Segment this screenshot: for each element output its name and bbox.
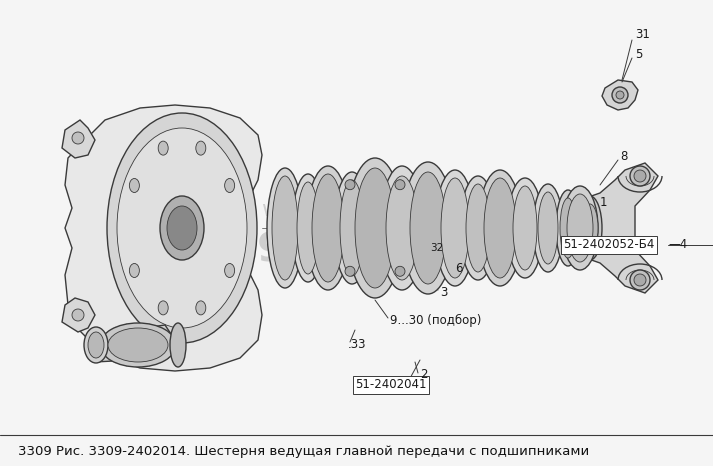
Text: 1: 1 — [600, 196, 607, 208]
Ellipse shape — [435, 170, 475, 286]
Circle shape — [72, 309, 84, 321]
Circle shape — [395, 266, 405, 276]
Ellipse shape — [196, 301, 206, 315]
Ellipse shape — [292, 174, 324, 282]
Ellipse shape — [225, 178, 235, 192]
Text: 32: 32 — [430, 243, 443, 253]
Text: .33: .33 — [348, 338, 366, 351]
Ellipse shape — [460, 176, 496, 280]
Ellipse shape — [108, 328, 168, 362]
Ellipse shape — [129, 263, 139, 277]
Ellipse shape — [347, 158, 403, 298]
Ellipse shape — [441, 178, 469, 278]
Circle shape — [345, 266, 355, 276]
Ellipse shape — [484, 178, 516, 278]
Ellipse shape — [88, 332, 104, 358]
Circle shape — [630, 166, 650, 186]
Text: 31: 31 — [635, 28, 650, 41]
Ellipse shape — [117, 128, 247, 328]
Ellipse shape — [334, 172, 370, 284]
Text: 51-2402052-Б4: 51-2402052-Б4 — [563, 239, 655, 252]
Text: 9...30 (подбор): 9...30 (подбор) — [390, 314, 481, 327]
Ellipse shape — [225, 263, 235, 277]
Ellipse shape — [560, 198, 576, 258]
Circle shape — [612, 87, 628, 103]
Ellipse shape — [410, 172, 446, 284]
Ellipse shape — [297, 182, 319, 274]
Ellipse shape — [158, 141, 168, 155]
Circle shape — [634, 170, 646, 182]
Circle shape — [345, 180, 355, 190]
Circle shape — [616, 91, 624, 99]
Text: +7 9128 78 320: +7 9128 78 320 — [184, 231, 528, 269]
Ellipse shape — [466, 184, 490, 272]
Text: 2: 2 — [420, 369, 428, 382]
Circle shape — [72, 132, 84, 144]
Text: www.avtoauto.ru: www.avtoauto.ru — [262, 200, 451, 220]
Polygon shape — [572, 163, 658, 293]
Text: 3309 Рис. 3309-2402014. Шестерня ведущая главной передачи с подшипниками: 3309 Рис. 3309-2402014. Шестерня ведущая… — [18, 445, 589, 459]
Ellipse shape — [582, 204, 598, 252]
Polygon shape — [62, 298, 95, 332]
Ellipse shape — [355, 168, 395, 288]
Polygon shape — [65, 105, 262, 371]
Ellipse shape — [107, 113, 257, 343]
Ellipse shape — [578, 196, 602, 260]
Text: 6: 6 — [455, 261, 463, 274]
Ellipse shape — [129, 178, 139, 192]
Ellipse shape — [84, 327, 108, 363]
Ellipse shape — [167, 206, 197, 250]
Ellipse shape — [380, 166, 424, 290]
Ellipse shape — [538, 192, 558, 264]
Ellipse shape — [556, 190, 580, 266]
Text: 3: 3 — [440, 286, 447, 299]
Circle shape — [634, 274, 646, 286]
Polygon shape — [95, 325, 175, 362]
Ellipse shape — [562, 186, 598, 270]
Circle shape — [395, 180, 405, 190]
Ellipse shape — [340, 180, 364, 276]
Text: 8: 8 — [620, 151, 627, 164]
Ellipse shape — [386, 176, 418, 280]
Polygon shape — [602, 80, 638, 110]
Polygon shape — [62, 120, 95, 158]
Ellipse shape — [306, 166, 350, 290]
Ellipse shape — [312, 174, 344, 282]
Ellipse shape — [267, 168, 303, 288]
Ellipse shape — [100, 323, 176, 367]
Ellipse shape — [507, 178, 543, 278]
Ellipse shape — [158, 301, 168, 315]
Text: 51-2402041: 51-2402041 — [355, 378, 426, 391]
Ellipse shape — [478, 170, 522, 286]
Ellipse shape — [567, 194, 593, 262]
Text: —4: —4 — [668, 239, 687, 252]
Ellipse shape — [272, 176, 298, 280]
Ellipse shape — [196, 141, 206, 155]
Text: 5: 5 — [635, 48, 642, 61]
Ellipse shape — [513, 186, 537, 270]
Circle shape — [630, 270, 650, 290]
Ellipse shape — [160, 196, 204, 260]
Ellipse shape — [533, 184, 563, 272]
Ellipse shape — [170, 323, 186, 367]
Ellipse shape — [402, 162, 454, 294]
